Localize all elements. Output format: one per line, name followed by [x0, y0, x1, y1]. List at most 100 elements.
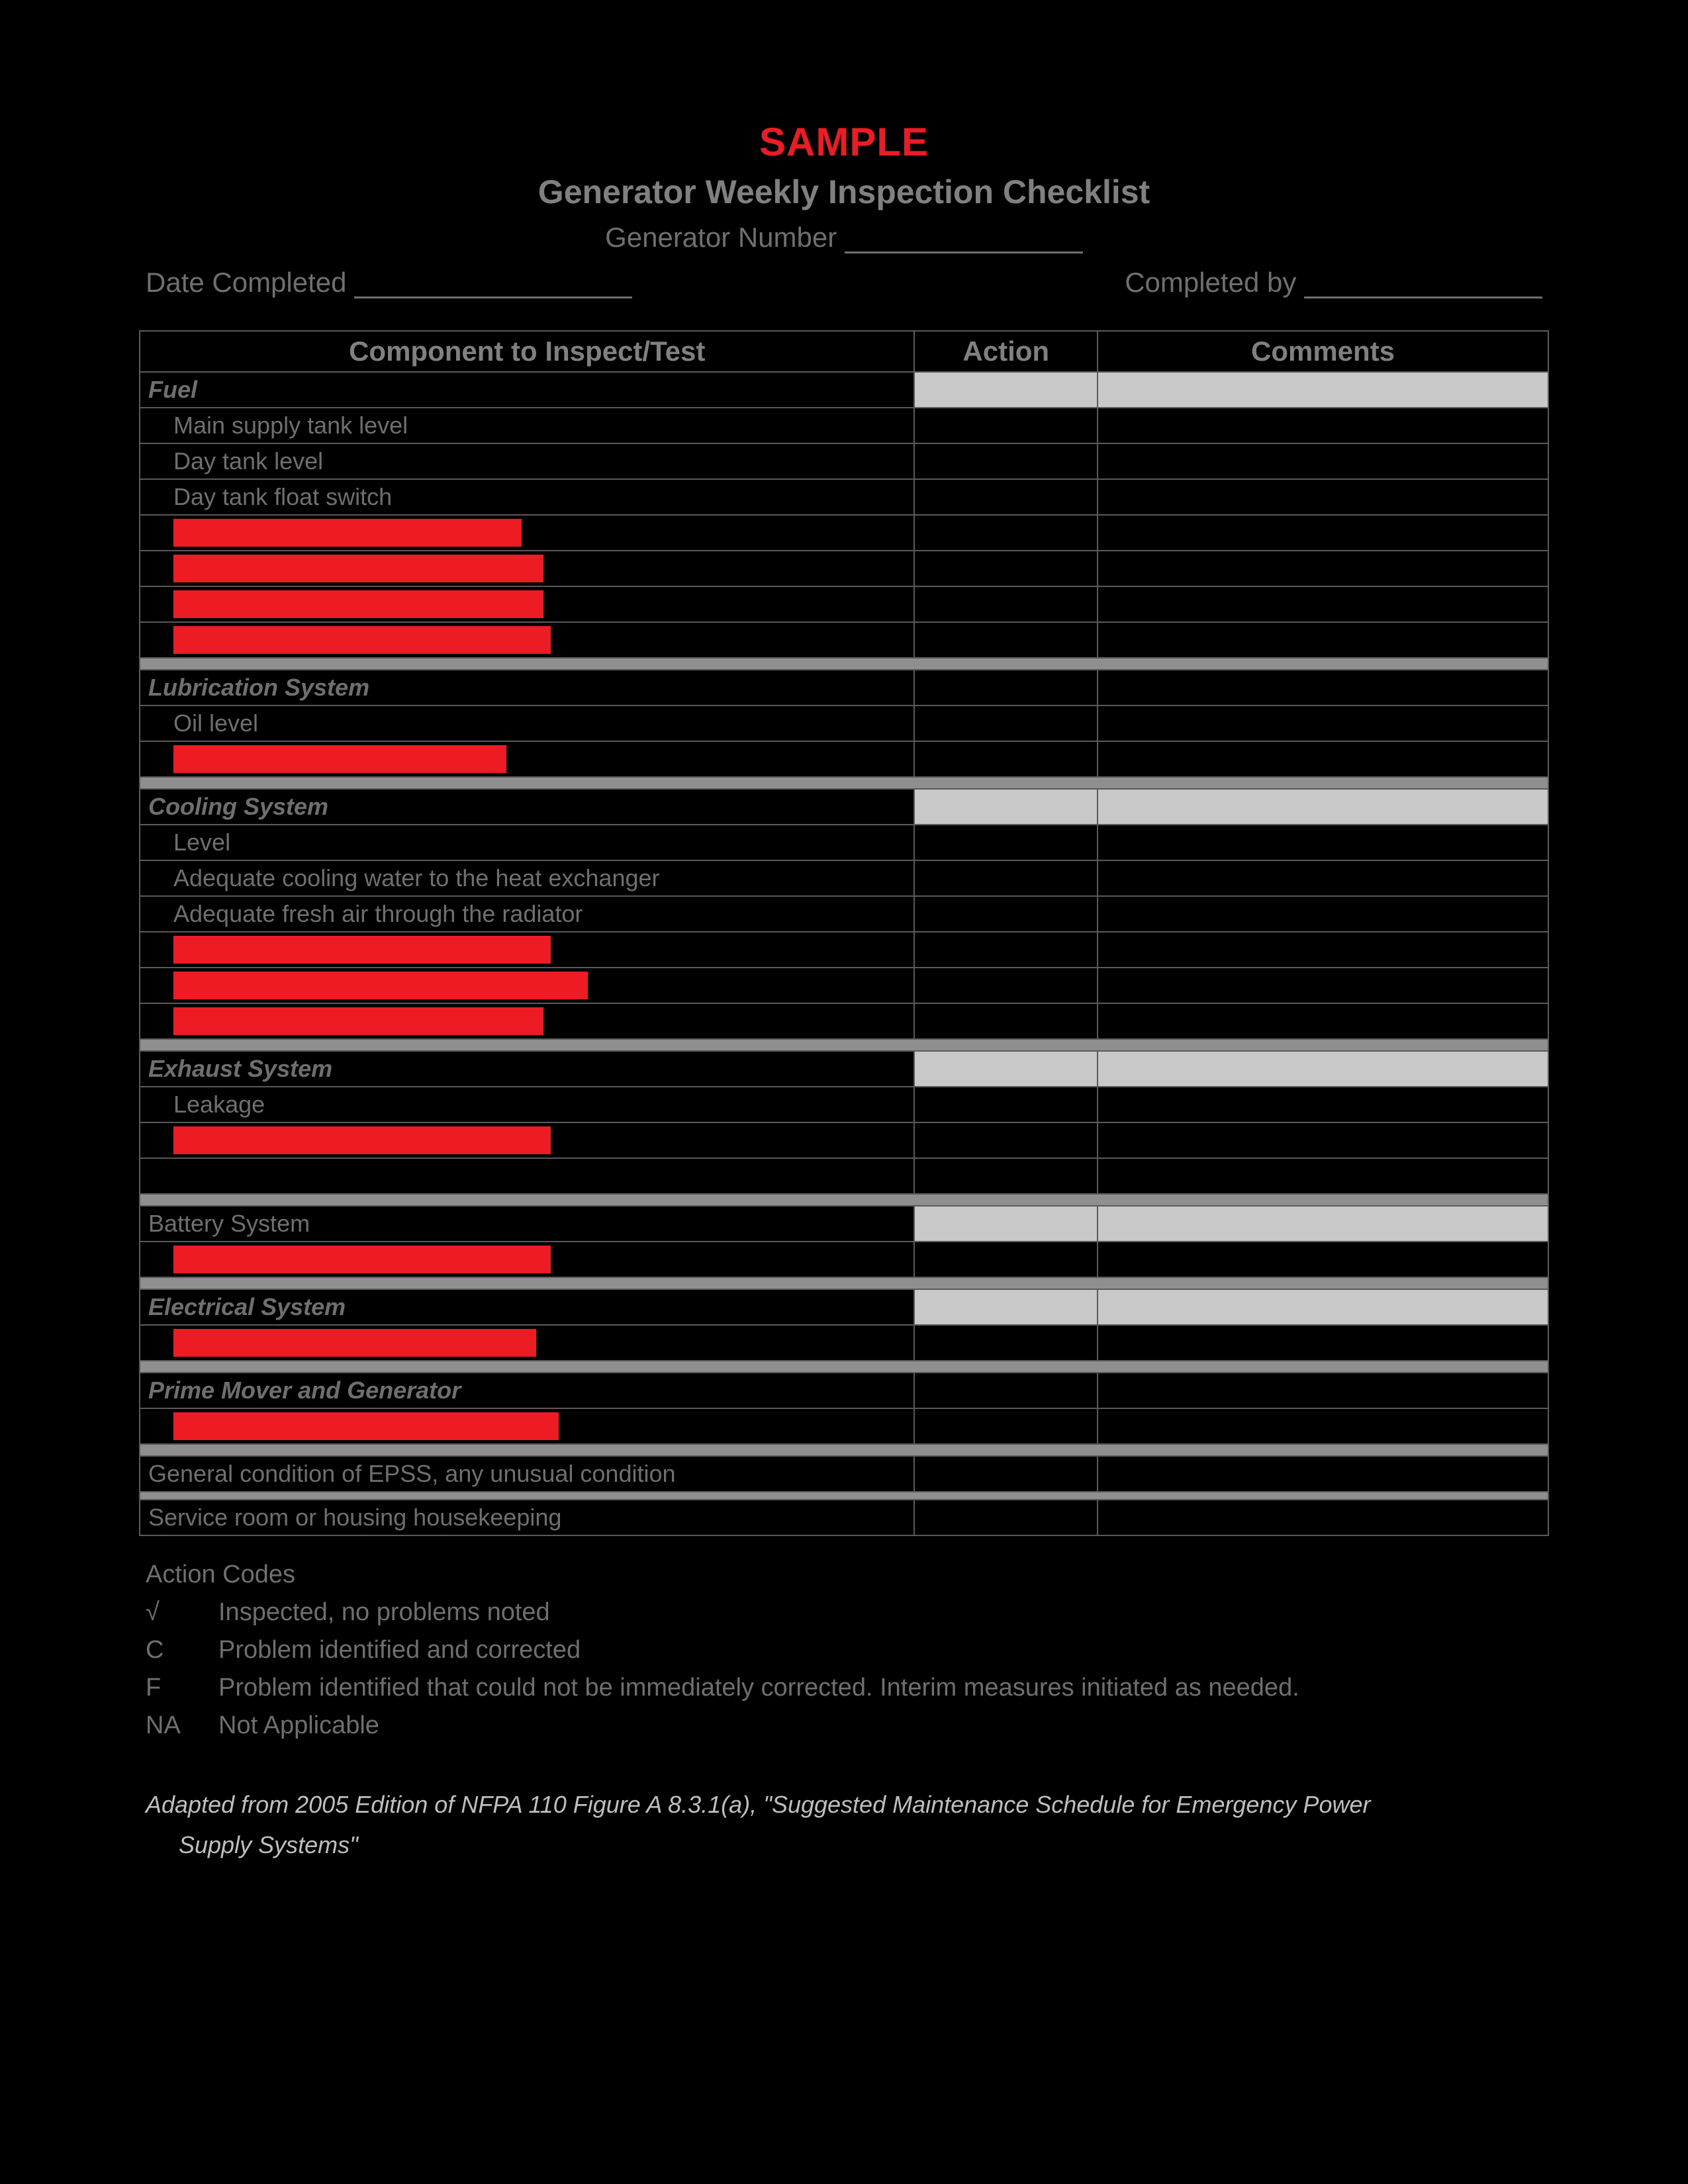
item-action-cell[interactable] [914, 741, 1098, 777]
item-comments-cell[interactable] [1098, 479, 1548, 515]
item-label: Day tank level [140, 443, 914, 479]
generator-number-row: Generator Number [139, 222, 1549, 253]
section-comments-cell[interactable] [1098, 789, 1548, 825]
item-action-cell[interactable] [914, 408, 1098, 443]
item-label: Main supply tank level [140, 408, 914, 443]
section-action-cell[interactable] [914, 1051, 1098, 1087]
section-action-cell[interactable] [914, 670, 1098, 705]
action-codes-title: Action Codes [146, 1556, 1549, 1594]
redacted-cell [140, 1003, 914, 1039]
divider-row [140, 1277, 1548, 1289]
redaction-bar [173, 1329, 536, 1357]
section-row: Lubrication System [140, 670, 1548, 705]
section-comments-cell[interactable] [1098, 372, 1548, 408]
item-comments-cell[interactable] [1098, 443, 1548, 479]
section-comments-cell[interactable] [1098, 670, 1548, 705]
redacted-row [140, 968, 1548, 1003]
item-comments-cell[interactable] [1098, 1003, 1548, 1039]
item-comments-cell[interactable] [1098, 705, 1548, 741]
item-action-cell[interactable] [914, 479, 1098, 515]
action-code-symbol: C [146, 1631, 218, 1669]
item-action-cell[interactable] [914, 1500, 1098, 1535]
date-completed-blank[interactable] [354, 273, 632, 298]
item-action-cell[interactable] [914, 1087, 1098, 1122]
header-comments: Comments [1098, 331, 1548, 372]
section-action-cell[interactable] [914, 1373, 1098, 1408]
footnote-line2: Supply Systems" [146, 1825, 1549, 1865]
item-comments-cell[interactable] [1098, 1325, 1548, 1361]
item-action-cell[interactable] [914, 1003, 1098, 1039]
item-action-cell[interactable] [914, 622, 1098, 658]
section-comments-cell[interactable] [1098, 1206, 1548, 1242]
item-comments-cell[interactable] [1098, 1122, 1548, 1158]
header-action: Action [914, 331, 1098, 372]
section-action-cell[interactable] [914, 1206, 1098, 1242]
item-action-cell[interactable] [914, 1122, 1098, 1158]
item-action-cell[interactable] [914, 932, 1098, 968]
item-row: Day tank float switch [140, 479, 1548, 515]
item-action-cell[interactable] [914, 443, 1098, 479]
single-row: Service room or housing housekeeping [140, 1500, 1548, 1535]
generator-number-blank[interactable] [845, 228, 1083, 253]
item-action-cell[interactable] [914, 551, 1098, 586]
item-action-cell[interactable] [914, 1242, 1098, 1277]
item-comments-cell[interactable] [1098, 551, 1548, 586]
redacted-row [140, 741, 1548, 777]
section-label: Prime Mover and Generator [140, 1373, 914, 1408]
item-comments-cell[interactable] [1098, 622, 1548, 658]
item-action-cell[interactable] [914, 1325, 1098, 1361]
item-comments-cell[interactable] [1098, 825, 1548, 860]
divider-row [140, 777, 1548, 789]
divider-row [140, 1361, 1548, 1373]
item-comments-cell[interactable] [1098, 408, 1548, 443]
redacted-cell [140, 551, 914, 586]
redaction-bar [173, 936, 551, 964]
section-action-cell[interactable] [914, 789, 1098, 825]
item-action-cell[interactable] [914, 705, 1098, 741]
item-comments-cell[interactable] [1098, 741, 1548, 777]
completed-by-blank[interactable] [1304, 273, 1542, 298]
item-row: Level [140, 825, 1548, 860]
item-row: Day tank level [140, 443, 1548, 479]
item-comments-cell[interactable] [1098, 515, 1548, 551]
item-action-cell[interactable] [914, 1456, 1098, 1492]
item-comments-cell[interactable] [1098, 1500, 1548, 1535]
section-action-cell[interactable] [914, 1289, 1098, 1325]
meta-row: Date Completed Completed by [139, 267, 1549, 298]
redacted-row [140, 1325, 1548, 1361]
item-action-cell[interactable] [914, 1408, 1098, 1444]
item-action-cell[interactable] [914, 825, 1098, 860]
section-row: Electrical System [140, 1289, 1548, 1325]
item-action-cell[interactable] [914, 515, 1098, 551]
item-row: Adequate fresh air through the radiator [140, 896, 1548, 932]
item-comments-cell[interactable] [1098, 586, 1548, 622]
item-action-cell[interactable] [914, 586, 1098, 622]
item-comments-cell[interactable] [1098, 968, 1548, 1003]
item-action-cell[interactable] [914, 968, 1098, 1003]
item-comments-cell[interactable] [1098, 1242, 1548, 1277]
redaction-bar [173, 1246, 551, 1273]
item-comments-cell[interactable] [1098, 860, 1548, 896]
redacted-row [140, 586, 1548, 622]
item-action-cell[interactable] [914, 896, 1098, 932]
item-comments-cell[interactable] [1098, 896, 1548, 932]
section-label: Exhaust System [140, 1051, 914, 1087]
action-code-desc: Problem identified that could not be imm… [218, 1669, 1299, 1707]
item-comments-cell[interactable] [1098, 1408, 1548, 1444]
section-label: Cooling System [140, 789, 914, 825]
blank-row [140, 1158, 1548, 1194]
section-comments-cell[interactable] [1098, 1289, 1548, 1325]
item-comments-cell[interactable] [1098, 1087, 1548, 1122]
section-comments-cell[interactable] [1098, 1373, 1548, 1408]
section-label: Battery System [140, 1206, 914, 1242]
item-action-cell[interactable] [914, 860, 1098, 896]
section-comments-cell[interactable] [1098, 1051, 1548, 1087]
redaction-bar [173, 1126, 551, 1154]
redacted-cell [140, 515, 914, 551]
item-comments-cell[interactable] [1098, 932, 1548, 968]
item-comments-cell[interactable] [1098, 1456, 1548, 1492]
item-row: Main supply tank level [140, 408, 1548, 443]
section-action-cell[interactable] [914, 372, 1098, 408]
redacted-row [140, 1122, 1548, 1158]
divider-row [140, 1492, 1548, 1500]
